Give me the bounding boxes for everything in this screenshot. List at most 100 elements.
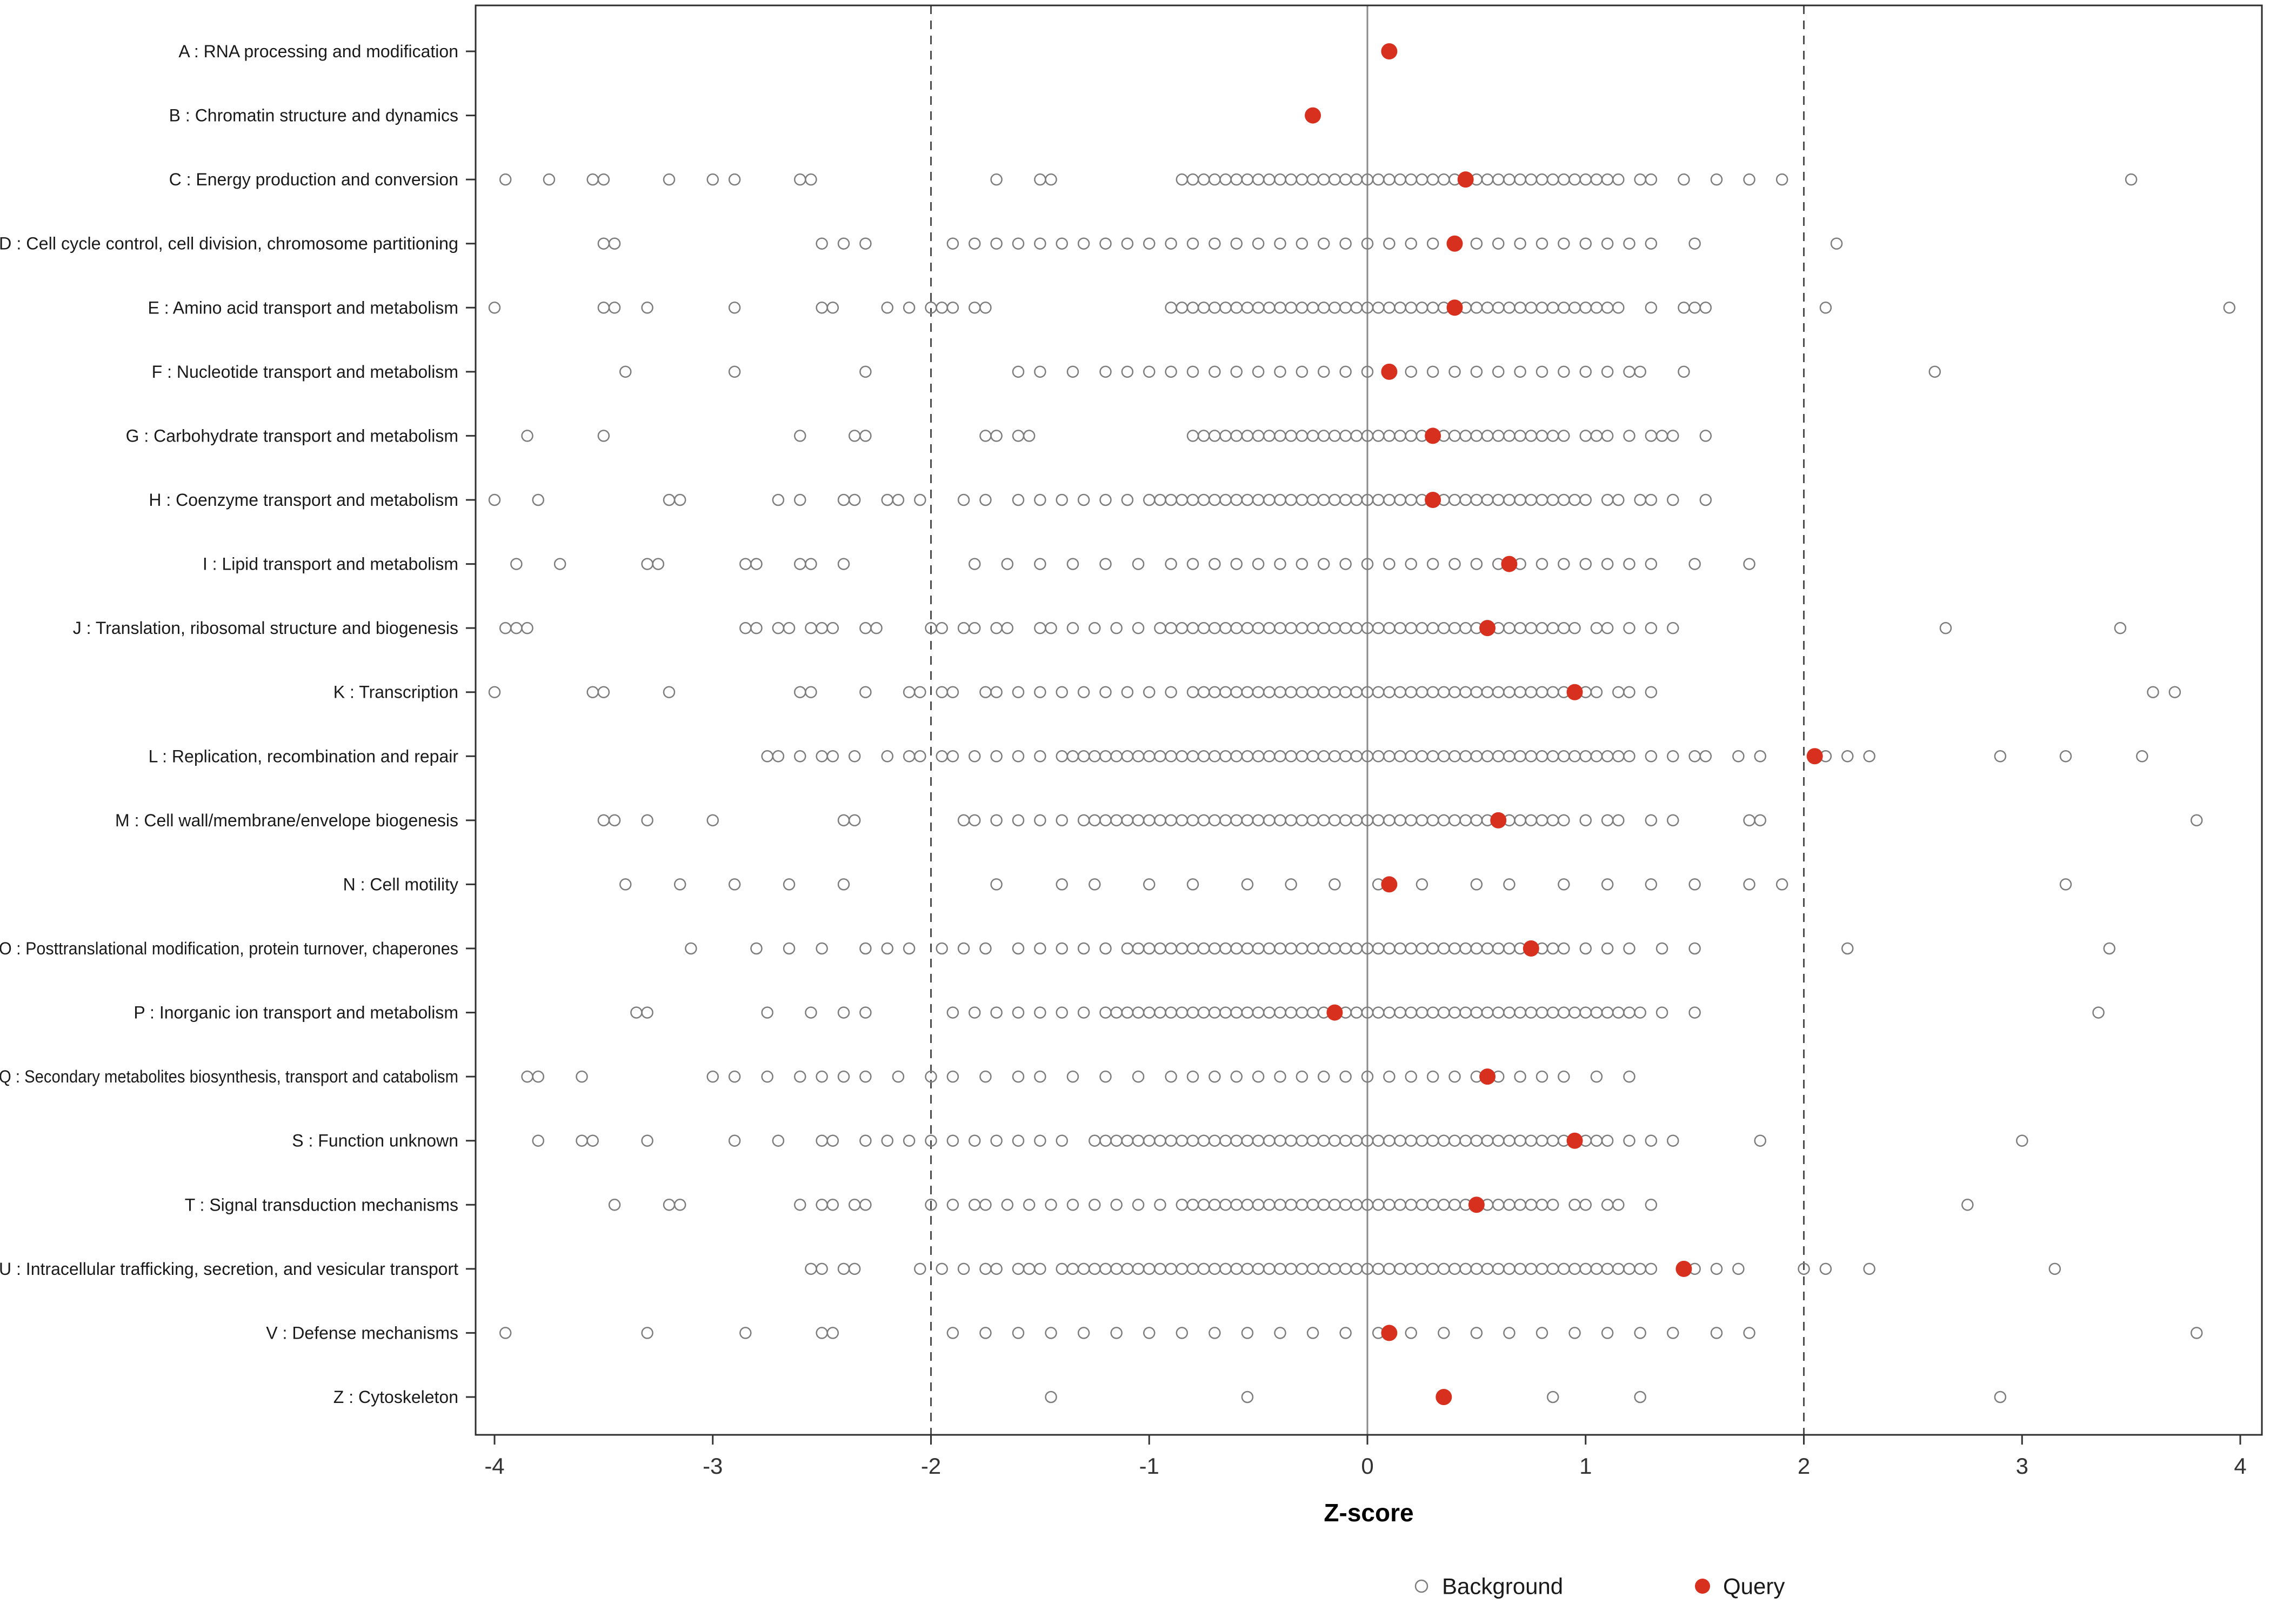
- background-point: [1601, 365, 1614, 378]
- background-point: [1470, 878, 1483, 891]
- background-point: [1034, 686, 1046, 698]
- background-point: [1209, 237, 1221, 250]
- background-point: [1579, 237, 1592, 250]
- category-label: G : Carbohydrate transport and metabolis…: [126, 426, 458, 445]
- background-point: [979, 302, 992, 314]
- background-point: [652, 558, 665, 570]
- background-point: [576, 1070, 588, 1083]
- background-point: [1165, 558, 1177, 570]
- background-point: [772, 750, 785, 763]
- category-label: B : Chromatin structure and dynamics: [169, 106, 458, 125]
- background-point: [1667, 621, 1679, 634]
- background-point: [1121, 237, 1134, 250]
- background-point: [1209, 1327, 1221, 1339]
- background-point: [946, 237, 959, 250]
- background-point: [1612, 814, 1625, 827]
- background-point: [1667, 1134, 1679, 1147]
- background-point: [1601, 1134, 1614, 1147]
- background-point: [1056, 942, 1068, 955]
- background-point: [859, 1134, 872, 1147]
- background-point: [663, 686, 676, 698]
- background-point: [1830, 237, 1843, 250]
- query-point: [1501, 556, 1518, 572]
- background-point: [826, 1327, 839, 1339]
- background-point: [1339, 1327, 1352, 1339]
- background-point: [1645, 686, 1658, 698]
- background-point: [1339, 558, 1352, 570]
- background-point: [499, 173, 512, 186]
- x-tick-label: 3: [2016, 1453, 2028, 1479]
- background-point: [1132, 621, 1145, 634]
- category-label: T : Signal transduction mechanisms: [185, 1195, 458, 1214]
- query-point: [1566, 684, 1583, 700]
- background-point: [892, 1070, 905, 1083]
- background-point: [1339, 365, 1352, 378]
- query-point: [1675, 1260, 1692, 1277]
- x-axis-title: Z-score: [1324, 1499, 1413, 1527]
- background-point: [1961, 1199, 1974, 1211]
- background-point: [805, 173, 817, 186]
- background-point: [1023, 430, 1036, 442]
- background-point: [1045, 173, 1057, 186]
- background-point: [1405, 365, 1417, 378]
- background-point: [521, 430, 533, 442]
- background-point: [1601, 558, 1614, 570]
- background-point: [2059, 750, 2072, 763]
- background-point: [1645, 750, 1658, 763]
- background-point: [990, 1006, 1003, 1019]
- background-point: [837, 237, 850, 250]
- background-point: [1056, 1134, 1068, 1147]
- background-point: [1558, 878, 1570, 891]
- background-point: [1426, 558, 1439, 570]
- background-point: [1710, 1327, 1723, 1339]
- background-point: [1099, 493, 1112, 506]
- background-point: [1176, 1327, 1189, 1339]
- background-point: [1590, 1070, 1603, 1083]
- x-tick-label: -1: [1139, 1453, 1159, 1479]
- background-point: [1612, 493, 1625, 506]
- background-point: [1339, 237, 1352, 250]
- background-point: [750, 558, 763, 570]
- background-point: [826, 750, 839, 763]
- background-point: [969, 750, 981, 763]
- query-point: [1490, 812, 1507, 828]
- background-point: [1503, 1327, 1515, 1339]
- background-point: [608, 814, 621, 827]
- category-label: J : Translation, ribosomal structure and…: [73, 618, 458, 638]
- background-point: [1121, 493, 1134, 506]
- background-point: [1710, 173, 1723, 186]
- background-point: [969, 1134, 981, 1147]
- background-point: [1754, 814, 1766, 827]
- background-point: [1558, 942, 1570, 955]
- background-point: [1012, 1327, 1025, 1339]
- background-point: [1143, 1327, 1156, 1339]
- background-point: [2092, 1006, 2105, 1019]
- background-point: [914, 1262, 926, 1275]
- background-point: [608, 1199, 621, 1211]
- background-point: [1230, 1070, 1243, 1083]
- background-point: [1470, 1327, 1483, 1339]
- background-point: [1841, 750, 1854, 763]
- query-point: [1305, 107, 1321, 124]
- background-point: [2191, 1327, 2203, 1339]
- background-point: [1535, 237, 1548, 250]
- background-point: [1165, 686, 1177, 698]
- background-point: [597, 173, 610, 186]
- background-point: [761, 1070, 773, 1083]
- background-point: [1274, 1327, 1286, 1339]
- background-point: [1426, 365, 1439, 378]
- background-point: [1318, 365, 1330, 378]
- background-point: [1754, 1134, 1766, 1147]
- background-point: [1252, 365, 1265, 378]
- background-point: [783, 878, 796, 891]
- background-point: [1132, 558, 1145, 570]
- background-point: [1066, 365, 1079, 378]
- background-point: [1361, 237, 1374, 250]
- background-point: [837, 558, 850, 570]
- category-label: K : Transcription: [333, 683, 458, 702]
- background-point: [1056, 237, 1068, 250]
- background-point: [1099, 237, 1112, 250]
- category-label: V : Defense mechanisms: [266, 1323, 458, 1342]
- background-point: [2016, 1134, 2028, 1147]
